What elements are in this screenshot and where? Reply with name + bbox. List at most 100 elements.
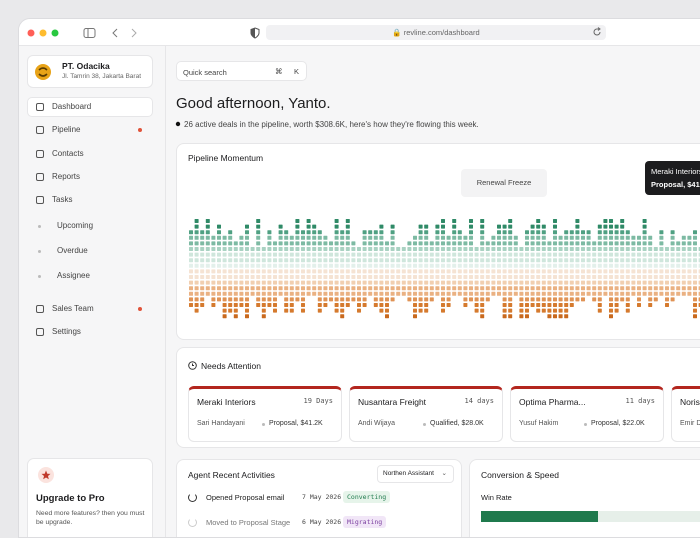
dot — [553, 269, 557, 274]
dot — [614, 291, 619, 296]
deal-status: Qualified, $28.0K — [430, 420, 484, 427]
filter-dropdown[interactable]: Northen Assistant ⌄ — [377, 465, 454, 483]
dot — [323, 275, 328, 279]
dot — [278, 235, 283, 240]
dot — [334, 224, 339, 229]
deal-card: Meraki Interiors 19 Days Sari Handayani Pro… — [188, 386, 342, 442]
dot — [239, 297, 244, 302]
dot — [642, 230, 647, 235]
nav-icon — [36, 305, 44, 313]
dot — [614, 269, 619, 274]
dot — [368, 230, 373, 235]
nav-item: Tasks — [52, 195, 73, 204]
alert-dot — [138, 128, 142, 132]
dot — [530, 263, 535, 268]
dot — [597, 235, 602, 240]
address-bar[interactable]: 🔒 revline.com/dashboard — [266, 25, 606, 40]
dot — [407, 263, 412, 268]
dot — [278, 230, 283, 235]
dot — [508, 241, 513, 246]
dot — [536, 235, 541, 240]
dot — [351, 263, 356, 268]
dot — [211, 275, 216, 279]
dot — [564, 297, 569, 302]
dot — [485, 291, 490, 296]
reload-icon[interactable] — [592, 27, 602, 37]
dot — [625, 308, 630, 313]
dot — [508, 258, 513, 263]
dot — [508, 247, 513, 251]
activity-tag: Migrating — [343, 516, 387, 528]
search-box[interactable]: Quick search ⌘ K — [176, 61, 307, 81]
dot — [457, 269, 462, 274]
dot — [469, 263, 473, 268]
dot — [284, 263, 289, 268]
dot — [312, 269, 317, 274]
dot — [222, 297, 227, 302]
dot — [609, 224, 613, 229]
activities-panel: Agent Recent Activities Northen Assistan… — [176, 459, 462, 537]
dot — [614, 258, 619, 263]
dot — [485, 275, 490, 279]
dot — [463, 247, 468, 251]
dot — [189, 286, 193, 291]
dot — [485, 297, 490, 302]
dot — [323, 235, 328, 240]
dot — [373, 241, 378, 246]
dot — [502, 258, 507, 263]
deal-name: Noris — [680, 397, 700, 407]
dot — [362, 280, 367, 285]
deal-owner: Andi Wijaya — [358, 420, 395, 427]
dot — [575, 235, 580, 240]
dot — [385, 303, 389, 307]
dot — [245, 286, 249, 291]
dot — [541, 280, 546, 285]
dot — [261, 297, 266, 302]
dot — [513, 275, 518, 279]
dot — [418, 263, 423, 268]
dot — [317, 247, 322, 251]
dot — [457, 235, 462, 240]
dot — [530, 269, 535, 274]
dot — [536, 230, 541, 235]
dot — [547, 269, 552, 274]
dot — [609, 308, 613, 313]
dot — [228, 263, 233, 268]
dot — [379, 263, 384, 268]
dot — [597, 297, 602, 302]
dot — [653, 263, 658, 268]
dot — [435, 263, 440, 268]
dot — [502, 230, 507, 235]
dot — [441, 224, 445, 229]
dot — [385, 314, 389, 319]
dot — [273, 303, 277, 307]
dot — [385, 297, 389, 302]
dot — [390, 275, 395, 279]
company-card[interactable]: PT. Odacika Jl. Tamrin 38, Jakarta Barat — [27, 55, 153, 88]
dot — [413, 280, 417, 285]
dot — [284, 286, 289, 291]
dot — [273, 291, 277, 296]
dot — [620, 291, 625, 296]
dot — [273, 252, 277, 257]
shield-icon[interactable] — [250, 27, 260, 39]
dot — [334, 230, 339, 235]
dot — [625, 286, 630, 291]
dot — [273, 275, 277, 279]
dot — [295, 275, 300, 279]
dot — [228, 269, 233, 274]
dot — [357, 258, 361, 263]
dot — [211, 247, 216, 251]
dot — [648, 263, 653, 268]
dot — [469, 286, 473, 291]
dot — [530, 235, 535, 240]
browser-window: 🔒 revline.com/dashboard PT. Odacika Jl. … — [18, 18, 700, 538]
dot — [463, 241, 468, 246]
activity-icon — [188, 493, 197, 502]
dot — [474, 286, 479, 291]
dot — [194, 241, 199, 246]
dot — [194, 258, 199, 263]
dot — [357, 308, 361, 313]
dot — [435, 247, 440, 251]
dot — [603, 291, 608, 296]
